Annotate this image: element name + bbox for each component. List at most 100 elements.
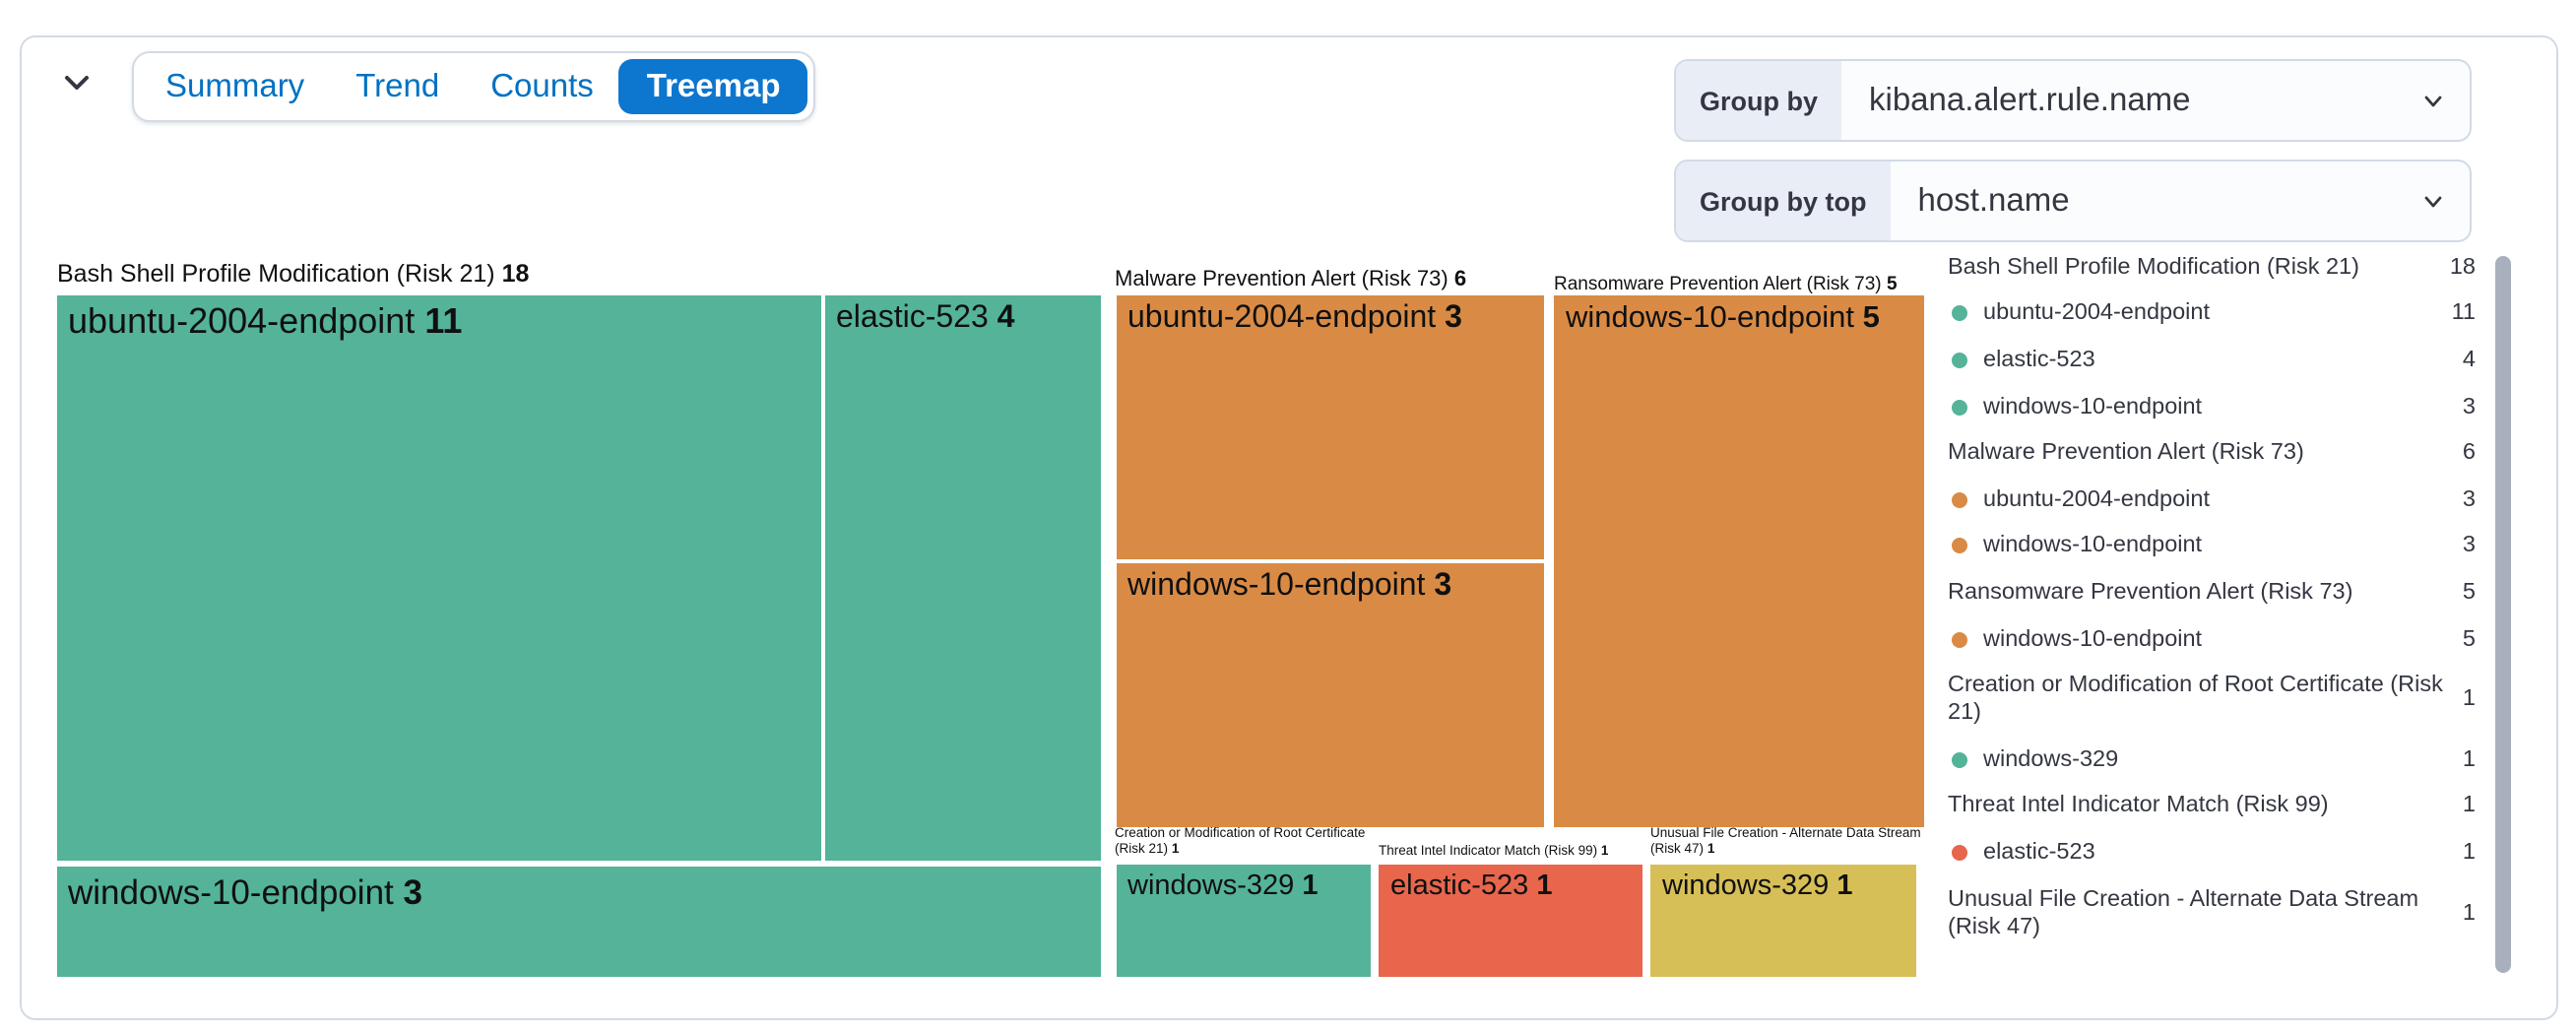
treemap-cell-root-certificate-windows-329[interactable]: windows-329 1 <box>1116 864 1371 976</box>
cell-label: windows-329 <box>1662 870 1830 901</box>
legend-color-dot <box>1952 352 1967 368</box>
group-header-count: 1 <box>1171 842 1180 857</box>
cell-label: windows-10-endpoint <box>1566 301 1854 335</box>
legend-count: 1 <box>2462 838 2476 865</box>
group-header-count: 5 <box>1886 274 1898 295</box>
legend-color-dot <box>1952 751 1967 768</box>
chevron-down-icon <box>2420 61 2470 140</box>
tab-trend[interactable]: Trend <box>330 59 465 114</box>
legend-label: Ransomware Prevention Alert (Risk 73) <box>1948 578 2353 605</box>
group-header-count: 6 <box>1453 268 1467 291</box>
legend-item-row[interactable]: elastic-523 4 <box>1948 337 2476 383</box>
group-header-count: 1 <box>1600 844 1609 858</box>
group-header-label: Malware Prevention Alert (Risk 73) <box>1115 268 1449 291</box>
cell-label: elastic-523 <box>836 301 989 335</box>
treemap-cell-unusual-file-windows-329[interactable]: windows-329 1 <box>1650 864 1916 976</box>
legend-group-row: Unusual File Creation - Alternate Data S… <box>1948 875 2476 949</box>
legend-count: 1 <box>2462 792 2476 818</box>
group-by-select[interactable]: Group by kibana.alert.rule.name <box>1674 59 2472 142</box>
legend-color-dot <box>1952 844 1967 861</box>
legend-count: 1 <box>2462 899 2476 926</box>
legend-group-row: Threat Intel Indicator Match (Risk 99) 1 <box>1948 783 2476 829</box>
legend-item-row[interactable]: windows-10-endpoint 3 <box>1948 523 2476 569</box>
cell-count: 11 <box>424 301 463 341</box>
treemap-group-header-ransomware: Ransomware Prevention Alert (Risk 73) 5 <box>1554 274 1898 295</box>
legend-color-dot <box>1952 491 1967 508</box>
group-by-value: kibana.alert.rule.name <box>1869 82 2191 117</box>
legend-group-row: Ransomware Prevention Alert (Risk 73) 5 <box>1948 569 2476 615</box>
legend-item-row[interactable]: windows-329 1 <box>1948 737 2476 783</box>
treemap-cell-malware-ubuntu-2004-endpoint[interactable]: ubuntu-2004-endpoint 3 <box>1116 295 1544 559</box>
legend-label: ubuntu-2004-endpoint <box>1983 299 2210 326</box>
legend-label: windows-329 <box>1983 745 2119 772</box>
tab-summary[interactable]: Summary <box>140 59 330 114</box>
legend-count: 5 <box>2462 578 2476 605</box>
legend-item-row[interactable]: windows-10-endpoint 5 <box>1948 616 2476 663</box>
legend-item-row[interactable]: windows-10-endpoint 3 <box>1948 384 2476 430</box>
treemap-cell-ransomware-windows-10-endpoint[interactable]: windows-10-endpoint 5 <box>1554 295 1924 826</box>
tab-treemap[interactable]: Treemap <box>618 59 808 114</box>
legend-color-dot <box>1952 399 1967 416</box>
treemap-cell-threat-intel-elastic-523[interactable]: elastic-523 1 <box>1379 864 1642 976</box>
legend-count: 18 <box>2449 253 2476 280</box>
legend-label: elastic-523 <box>1983 346 2095 372</box>
cell-count: 3 <box>1445 301 1462 335</box>
cell-count: 1 <box>1302 870 1319 901</box>
group-by-label: Group by <box>1676 61 1841 140</box>
legend-count: 3 <box>2462 393 2476 419</box>
legend-color-dot <box>1952 305 1967 322</box>
treemap-cell-malware-windows-10-endpoint[interactable]: windows-10-endpoint 3 <box>1116 563 1544 826</box>
cell-count: 3 <box>403 871 422 911</box>
legend-group-row: Bash Shell Profile Modification (Risk 21… <box>1948 244 2476 290</box>
legend-count: 3 <box>2462 485 2476 512</box>
legend-group-row: Creation or Modification of Root Certifi… <box>1948 663 2476 737</box>
treemap-cell-bash-windows-10-endpoint[interactable]: windows-10-endpoint 3 <box>56 866 1101 976</box>
collapse-section-button[interactable] <box>51 57 102 108</box>
cell-label: elastic-523 <box>1390 870 1529 901</box>
legend-label: elastic-523 <box>1983 838 2095 865</box>
treemap-group-header-threat-intel: Threat Intel Indicator Match (Risk 99) 1 <box>1379 844 1654 860</box>
group-by-top-select[interactable]: Group by top host.name <box>1674 160 2472 242</box>
legend-label: Bash Shell Profile Modification (Risk 21… <box>1948 253 2359 280</box>
cell-count: 1 <box>1536 870 1553 901</box>
legend-count: 5 <box>2462 625 2476 652</box>
cell-count: 5 <box>1862 301 1880 335</box>
group-header-count: 18 <box>501 260 530 288</box>
legend-scrollbar-thumb[interactable] <box>2495 256 2511 973</box>
treemap-group-header-bash: Bash Shell Profile Modification (Risk 21… <box>57 260 529 288</box>
legend-label: Threat Intel Indicator Match (Risk 99) <box>1948 792 2329 818</box>
group-by-top-label: Group by top <box>1676 161 1891 240</box>
cell-count: 1 <box>1836 870 1853 901</box>
treemap-group-header-malware: Malware Prevention Alert (Risk 73) 6 <box>1115 268 1466 291</box>
legend-label: Creation or Modification of Root Certifi… <box>1948 672 2443 726</box>
legend-label: ubuntu-2004-endpoint <box>1983 485 2210 512</box>
legend-group-row: Malware Prevention Alert (Risk 73) 6 <box>1948 430 2476 477</box>
cell-label: windows-10-endpoint <box>1127 569 1426 603</box>
legend-count: 1 <box>2462 685 2476 712</box>
legend-item-row[interactable]: elastic-523 1 <box>1948 829 2476 875</box>
view-button-group: Summary Trend Counts Treemap <box>132 51 816 122</box>
cell-label: ubuntu-2004-endpoint <box>1127 301 1437 335</box>
cell-count: 3 <box>1434 569 1452 603</box>
legend-count: 4 <box>2462 346 2476 372</box>
treemap-cell-bash-elastic-523[interactable]: elastic-523 4 <box>824 295 1101 861</box>
chevron-down-icon <box>2420 161 2470 240</box>
treemap-cell-bash-ubuntu-2004-endpoint[interactable]: ubuntu-2004-endpoint 11 <box>56 295 820 861</box>
tab-counts[interactable]: Counts <box>465 59 619 114</box>
group-header-label: Bash Shell Profile Modification (Risk 21… <box>57 260 495 288</box>
legend-label: Malware Prevention Alert (Risk 73) <box>1948 439 2304 466</box>
cell-label: windows-329 <box>1127 870 1295 901</box>
legend-color-dot <box>1952 538 1967 554</box>
group-header-label: Creation or Modification of Root Certifi… <box>1115 827 1366 857</box>
cell-label: ubuntu-2004-endpoint <box>68 301 416 341</box>
legend-label: Unusual File Creation - Alternate Data S… <box>1948 885 2419 939</box>
legend-item-row[interactable]: ubuntu-2004-endpoint 3 <box>1948 477 2476 523</box>
legend-item-row[interactable]: ubuntu-2004-endpoint 11 <box>1948 290 2476 337</box>
cell-count: 4 <box>997 301 1015 335</box>
legend-count: 6 <box>2462 439 2476 466</box>
legend-count: 3 <box>2462 532 2476 558</box>
chevron-down-icon <box>57 63 97 102</box>
legend-label: windows-10-endpoint <box>1983 532 2203 558</box>
legend-label: windows-10-endpoint <box>1983 625 2203 652</box>
